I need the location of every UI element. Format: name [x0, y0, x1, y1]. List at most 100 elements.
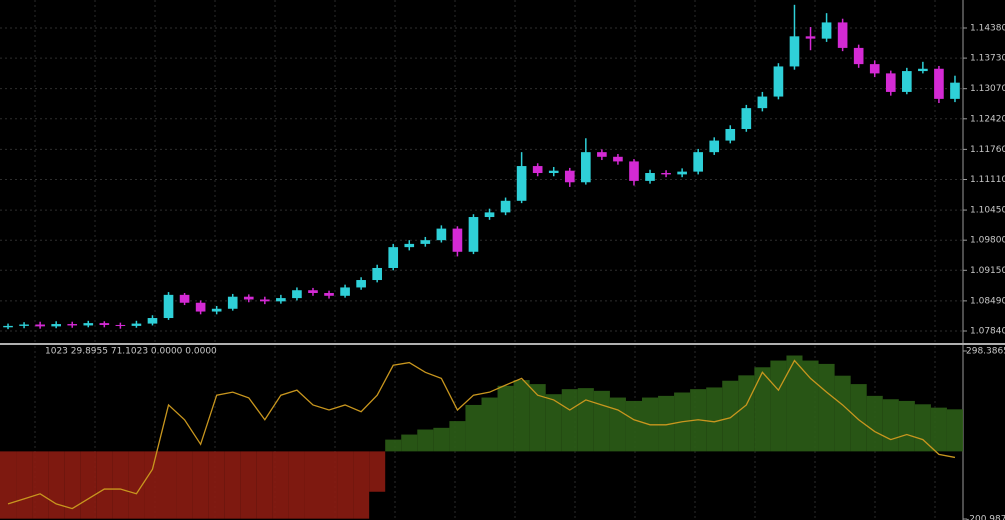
histogram-bar — [385, 439, 402, 452]
candle-body — [179, 294, 190, 303]
histogram-bar — [288, 451, 305, 519]
histogram-bar — [529, 384, 546, 452]
candle-body — [885, 73, 896, 92]
candle-body — [693, 152, 703, 172]
candle-body — [404, 243, 415, 248]
candle-body — [260, 299, 270, 302]
histogram-bar — [48, 451, 65, 519]
histogram-bar — [160, 451, 177, 519]
histogram-bar — [369, 451, 386, 492]
candle-body — [677, 171, 687, 175]
y-tick-label: 1.12420 — [970, 114, 1005, 124]
histogram-bar — [176, 451, 193, 519]
histogram-bar — [786, 355, 803, 452]
candle-body — [420, 240, 431, 244]
indicator-subtitle: 1023 29.8955 71.1023 0.0000 0.0000 — [45, 347, 217, 357]
histogram-bar — [401, 434, 418, 452]
histogram-bar — [545, 394, 562, 452]
candle-body — [3, 325, 13, 328]
histogram-bar — [738, 375, 755, 452]
y-tick-label: 1.07840 — [970, 326, 1005, 336]
y-tick-label: 1.13730 — [970, 54, 1005, 64]
candle-body — [484, 212, 495, 218]
histogram-bar — [946, 409, 963, 452]
histogram-bar — [706, 387, 723, 452]
histogram-bar — [561, 389, 578, 452]
candle-body — [292, 290, 302, 299]
y-tick-label: 1.13070 — [970, 84, 1005, 94]
histogram-bar — [898, 400, 915, 452]
y-tick-label: 1.11110 — [970, 175, 1005, 185]
histogram-bar — [497, 385, 514, 452]
histogram-bar — [658, 395, 675, 452]
histogram-bar — [481, 397, 498, 452]
candle-body — [950, 82, 960, 99]
y-tick-label: 1.09800 — [970, 236, 1005, 246]
candle-body — [147, 318, 158, 324]
candle-body — [356, 280, 366, 288]
histogram-bar — [80, 451, 97, 519]
histogram-bar — [144, 451, 161, 519]
histogram-bar — [128, 451, 145, 519]
candle-body — [918, 68, 928, 72]
candle-body — [468, 217, 479, 252]
y-tick-label: -200.987 — [966, 515, 1005, 520]
candle-body — [500, 200, 511, 213]
candle-body — [548, 170, 559, 174]
histogram-bar — [64, 451, 81, 519]
histogram-bar — [930, 407, 947, 452]
candle-body — [661, 173, 671, 175]
candle-body — [821, 22, 832, 39]
y-tick-label: 1.11760 — [970, 145, 1005, 155]
histogram-bar — [850, 384, 867, 452]
candle-body — [19, 324, 29, 326]
candle-body — [308, 290, 318, 294]
histogram-bar — [625, 400, 642, 452]
candle-body — [243, 296, 254, 300]
candle-body — [853, 47, 864, 65]
histogram-bar — [882, 399, 899, 452]
candle-body — [276, 298, 286, 302]
histogram-bar — [256, 451, 273, 519]
candle-body — [51, 324, 61, 327]
histogram-bar — [577, 388, 594, 452]
candle-body — [388, 247, 399, 268]
histogram-bar — [513, 380, 530, 452]
histogram-bar — [722, 380, 739, 452]
y-tick-label: 1.08490 — [970, 296, 1005, 306]
histogram-bar — [224, 451, 241, 519]
candle-body — [452, 228, 463, 252]
candle-body — [564, 170, 575, 183]
histogram-bar — [609, 397, 626, 452]
candle-body — [837, 22, 848, 48]
candle-body — [436, 228, 447, 241]
indicator-line — [7, 359, 956, 510]
candle-body — [195, 302, 206, 312]
histogram-bar — [417, 429, 434, 452]
candle-body — [163, 294, 174, 319]
histogram-bar — [802, 360, 819, 452]
candle-body — [869, 64, 880, 74]
candle-body — [227, 296, 238, 309]
y-tick-label: 1.10450 — [970, 206, 1005, 216]
histogram-bar — [866, 395, 883, 452]
histogram-bar — [321, 451, 338, 519]
candle-body — [99, 323, 110, 325]
candle-body — [757, 96, 768, 109]
histogram-bar — [465, 404, 482, 452]
candle-body — [629, 161, 639, 181]
histogram-bar — [32, 451, 49, 519]
candle-body — [645, 173, 655, 181]
candle-body — [516, 166, 527, 201]
candle-body — [789, 36, 800, 67]
histogram-bar — [208, 451, 225, 519]
histogram-bar — [770, 360, 787, 452]
y-tick-label: 1.09150 — [970, 266, 1005, 276]
candle-body — [902, 71, 912, 92]
candle-body — [597, 152, 607, 157]
candle-body — [67, 324, 78, 326]
histogram-bar — [192, 451, 209, 519]
candle-body — [741, 108, 752, 129]
